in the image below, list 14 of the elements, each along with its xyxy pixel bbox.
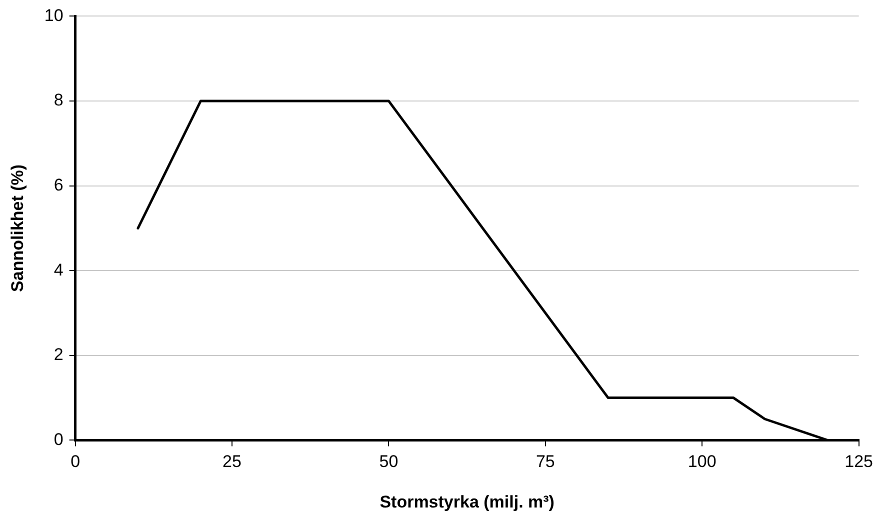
y-tick-label: 2 — [54, 345, 64, 364]
x-tick-label: 25 — [222, 452, 242, 472]
y-tick-label: 10 — [44, 6, 64, 25]
y-tick-label: 8 — [54, 90, 64, 110]
x-tick-label: 50 — [379, 452, 398, 472]
y-tick-label: 6 — [54, 175, 64, 194]
x-tick-label: 125 — [844, 452, 874, 472]
y-tick-label: 4 — [54, 260, 64, 280]
y-tick-label: 0 — [54, 430, 64, 449]
y-axis-title: Sannolikhet (%) — [8, 164, 27, 292]
x-tick-label: 0 — [70, 452, 80, 472]
x-tick-label: 75 — [536, 452, 555, 472]
x-axis-title: Stormstyrka (milj. m³) — [380, 492, 554, 512]
x-tick-label: 100 — [688, 452, 716, 472]
